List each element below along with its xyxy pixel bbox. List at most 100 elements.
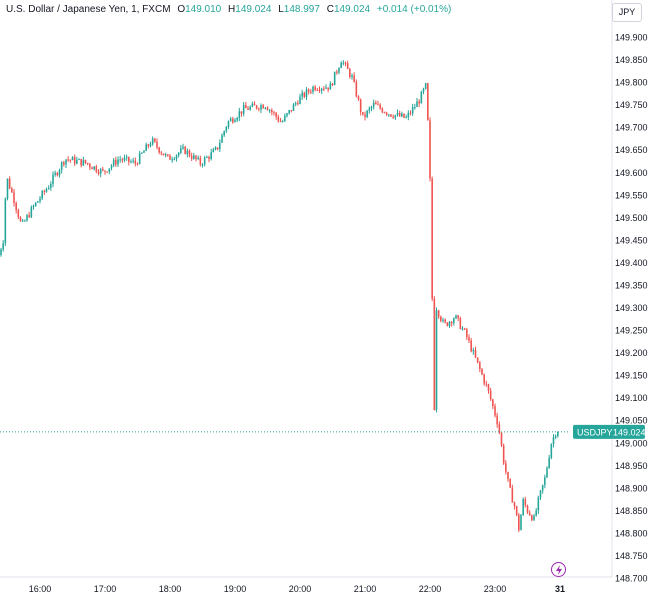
candle-body	[437, 310, 440, 317]
candle-body	[206, 156, 208, 158]
candle-body	[67, 159, 69, 161]
candle-body	[268, 110, 271, 112]
candle-body	[455, 315, 457, 319]
close-value: 149.024	[333, 4, 371, 15]
candle-body	[338, 68, 340, 73]
price-tick-label: 149.000	[615, 438, 648, 448]
candle-body	[147, 144, 150, 147]
candle-body	[190, 156, 193, 159]
candle-body	[433, 298, 436, 410]
candle-body	[47, 187, 50, 190]
candle-body	[69, 159, 72, 161]
price-tick-label: 149.850	[615, 55, 648, 65]
candle-body	[195, 155, 197, 159]
candle-body	[420, 91, 423, 104]
candle-body	[60, 162, 63, 171]
candle-body	[468, 337, 470, 341]
candle-body	[214, 147, 217, 150]
candle-body	[4, 198, 7, 244]
candle-body	[409, 112, 412, 114]
candle-body	[320, 88, 323, 91]
candle-body	[539, 490, 542, 498]
candle-body	[30, 207, 33, 218]
candle-body	[197, 157, 199, 159]
candle-body	[366, 110, 368, 117]
candle-body	[199, 157, 202, 165]
candle-body	[528, 512, 531, 516]
candle-body	[58, 170, 61, 176]
candle-body	[307, 89, 310, 92]
candle-body	[513, 502, 516, 507]
candle-body	[524, 499, 527, 506]
candle-body	[502, 445, 505, 464]
price-tick-label: 149.050	[615, 416, 648, 426]
candle-body	[537, 497, 540, 511]
candle-body	[368, 108, 371, 111]
candle-body	[429, 120, 431, 179]
candle-body	[173, 158, 176, 160]
candle-body	[494, 406, 496, 416]
candle-body	[381, 108, 384, 113]
candle-body	[78, 158, 80, 160]
candle-body	[247, 108, 249, 110]
lightning-bolt-icon[interactable]	[551, 562, 566, 577]
candle-body	[225, 126, 228, 132]
candle-body	[169, 155, 171, 160]
time-axis[interactable]: 16:00 17:00 18:00 19:00 20:00 21:00 22:00 23:00…	[29, 584, 565, 594]
candle-body	[442, 319, 444, 321]
candle-body	[52, 174, 54, 185]
candle-body	[349, 69, 351, 77]
price-tick-label: 149.250	[615, 326, 648, 336]
price-tick-label: 149.300	[615, 303, 648, 313]
candle-body	[290, 110, 293, 112]
candle-body	[507, 471, 509, 479]
candle-body	[104, 170, 106, 172]
time-tick-label: 19:00	[224, 584, 247, 594]
candle-body	[203, 157, 206, 165]
close-label: C	[326, 4, 334, 15]
price-tick-label: 148.700	[615, 574, 648, 584]
candle-body	[180, 148, 182, 153]
candle-body	[281, 121, 284, 123]
price-tick-label: 148.950	[615, 461, 648, 471]
symbol-title[interactable]: U.S. Dollar / Japanese Yen, 1, FXCM	[6, 4, 171, 15]
candle-body	[162, 153, 165, 156]
candle-body	[401, 113, 403, 117]
candle-body	[271, 110, 273, 113]
currency-button[interactable]: JPY	[612, 3, 642, 22]
candle-body	[164, 154, 167, 156]
candle-body	[329, 83, 332, 90]
price-axis[interactable]: 149.900 149.850 149.800 149.750 149.700 149.6…	[615, 33, 648, 584]
high-value: 149.024	[235, 4, 272, 15]
candle-body	[359, 99, 362, 113]
candle-body	[76, 159, 78, 164]
price-tick-label: 149.650	[615, 145, 648, 155]
candle-body	[17, 210, 20, 218]
candle-body	[492, 399, 494, 407]
time-tick-label: 18:00	[159, 584, 182, 594]
candle-body	[262, 105, 264, 109]
candle-body	[294, 103, 297, 105]
candle-body	[56, 172, 59, 176]
candle-body	[201, 164, 204, 166]
price-tick-label: 149.700	[615, 123, 648, 133]
candle-body	[496, 415, 498, 425]
candle-body	[279, 121, 282, 123]
candle-body	[212, 149, 215, 153]
candle-body	[522, 499, 524, 515]
candle-body	[119, 159, 121, 161]
price-tick-label: 149.500	[615, 213, 648, 223]
candle-body	[193, 155, 195, 159]
low-value: 148.997	[283, 4, 320, 15]
candle-body	[310, 91, 312, 93]
candle-body	[128, 156, 130, 162]
candle-body	[11, 188, 13, 193]
candle-body	[394, 115, 397, 118]
time-tick-label: 16:00	[29, 584, 52, 594]
candle-body	[82, 159, 85, 166]
candle-body	[253, 103, 256, 106]
candle-body	[314, 86, 316, 90]
time-tick-label: 17:00	[94, 584, 117, 594]
